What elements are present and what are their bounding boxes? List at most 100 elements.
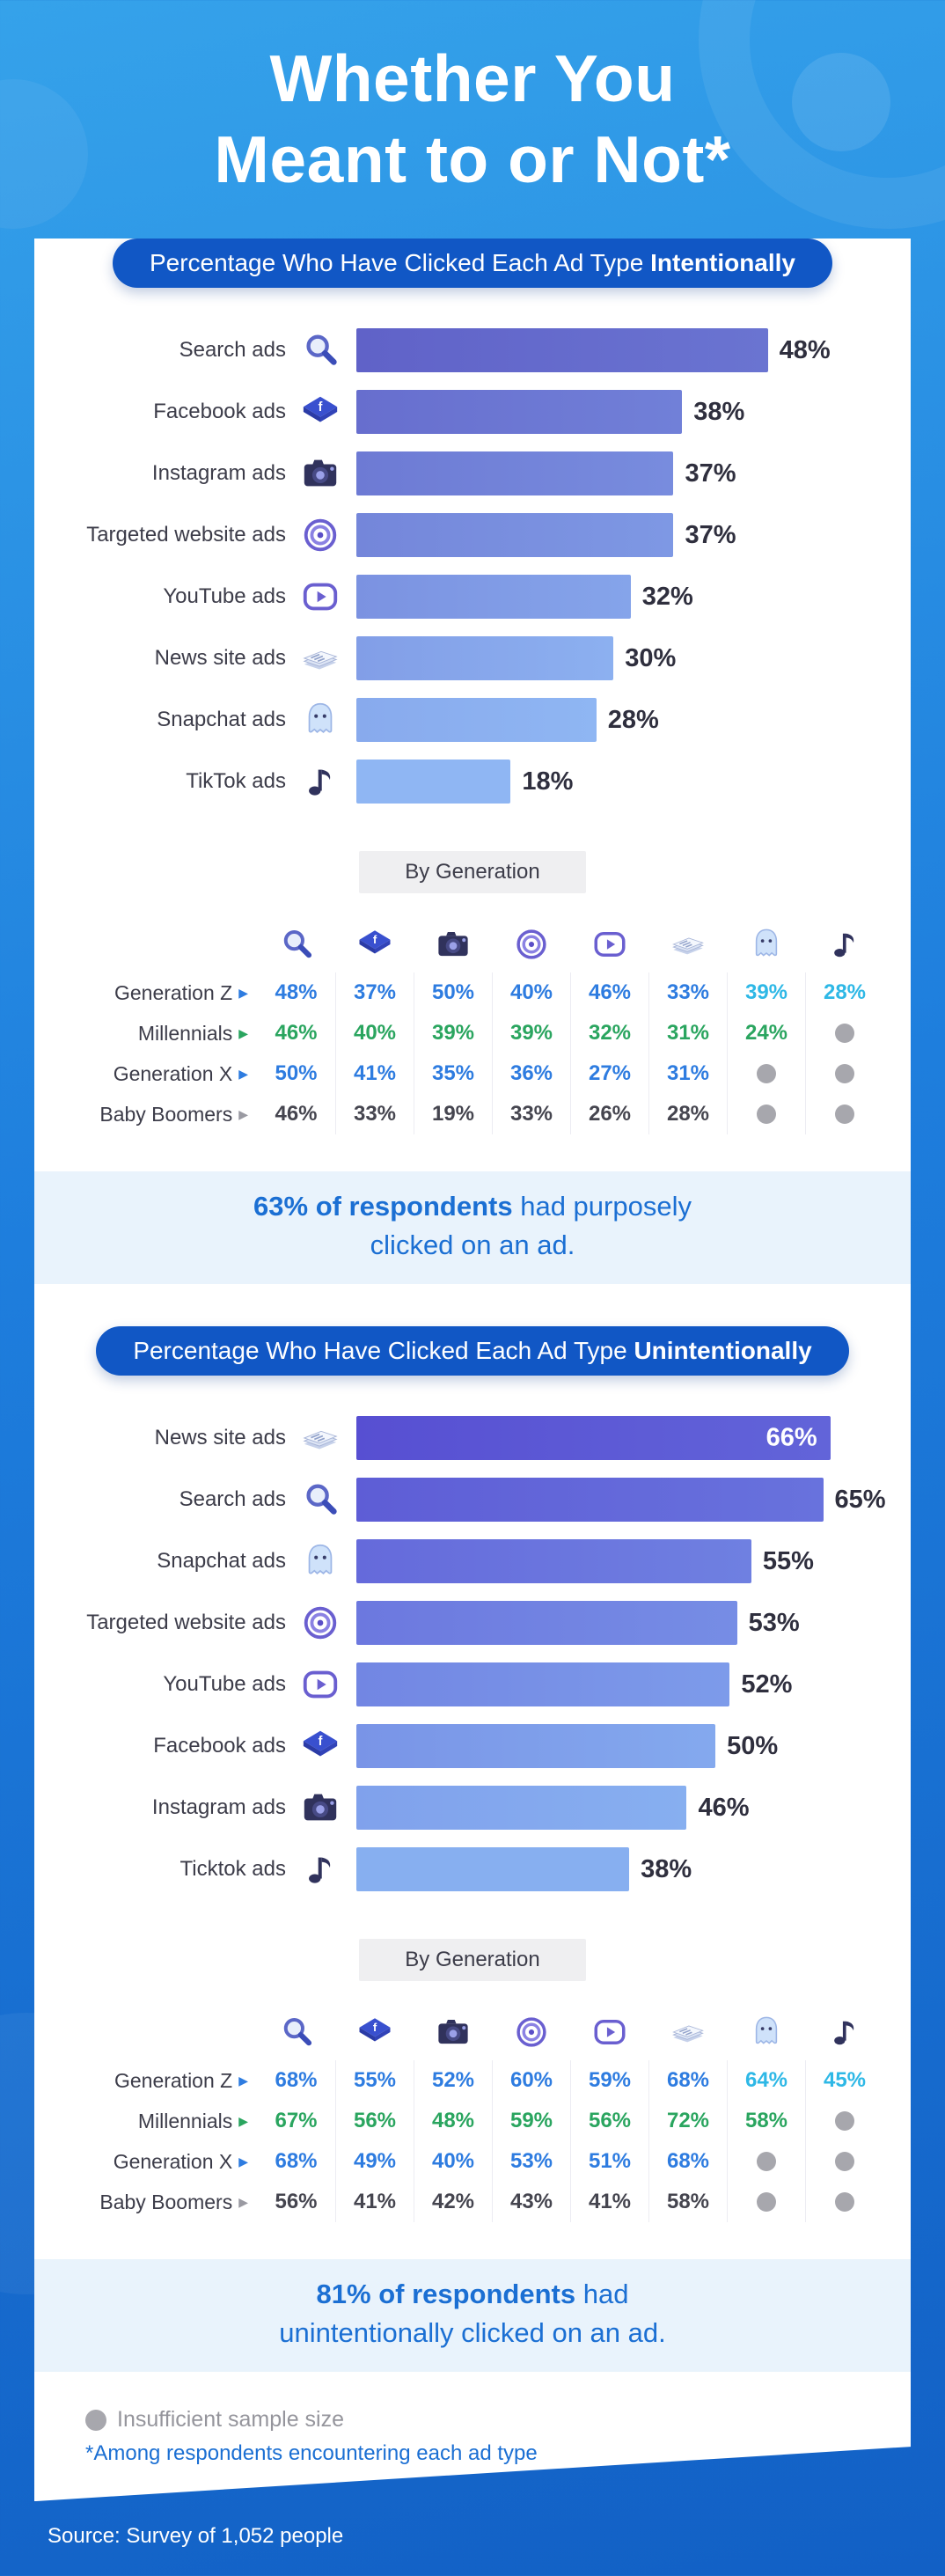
insufficient-legend: Insufficient sample size bbox=[85, 2407, 911, 2433]
badge-bold: Intentionally bbox=[650, 249, 796, 276]
bar-label: Instagram ads bbox=[151, 1795, 286, 1820]
arrow-icon: ▶ bbox=[238, 1067, 248, 1081]
insufficient-dot-icon bbox=[757, 2152, 776, 2171]
generation-value: 68% bbox=[648, 2060, 727, 2101]
generation-value: 31% bbox=[648, 1013, 727, 1053]
generation-value: 26% bbox=[570, 1094, 648, 1134]
generation-value: 53% bbox=[492, 2141, 570, 2182]
bar-track: 55% bbox=[356, 1539, 888, 1583]
news-icon bbox=[648, 916, 727, 972]
search-icon bbox=[297, 330, 344, 371]
badge-bold: Unintentionally bbox=[634, 1337, 812, 1365]
bar-value: 30% bbox=[625, 643, 677, 672]
unintentional-chart-section: Percentage Who Have Clicked Each Ad Type… bbox=[34, 1326, 911, 2222]
generation-label: Generation Z ▶ bbox=[114, 2068, 248, 2092]
bar-track: 50% bbox=[356, 1724, 888, 1768]
generation-value: 39% bbox=[492, 1013, 570, 1053]
callout-unintentional: 81% of respondents had unintentionally c… bbox=[34, 2259, 911, 2372]
generation-value: 59% bbox=[570, 2060, 648, 2101]
bar-fill bbox=[356, 760, 510, 804]
generation-value: 24% bbox=[727, 1013, 805, 1053]
generation-value: 49% bbox=[335, 2141, 414, 2182]
insufficient-cell bbox=[727, 1094, 805, 1134]
bar-fill bbox=[356, 698, 597, 742]
arrow-icon: ▶ bbox=[238, 2154, 248, 2169]
bar-track: 38% bbox=[356, 1847, 888, 1891]
bar-chart: Search ads 48% Facebook ads f 38% Instagram a… bbox=[34, 319, 911, 812]
page-title-line1: Whether You bbox=[269, 41, 676, 115]
generation-value: 48% bbox=[275, 980, 318, 1004]
bar-fill bbox=[356, 513, 673, 557]
bar-label: Ticktok ads bbox=[179, 1857, 286, 1882]
facebook-icon: f bbox=[335, 2004, 414, 2060]
generation-value: 46% bbox=[570, 972, 648, 1013]
insufficient-cell bbox=[805, 2141, 883, 2182]
music-note-icon bbox=[805, 2004, 883, 2060]
generation-value: 27% bbox=[570, 1053, 648, 1094]
bar-label: YouTube ads bbox=[163, 584, 286, 608]
bar-label: Search ads bbox=[179, 338, 286, 362]
arrow-icon: ▶ bbox=[238, 1026, 248, 1040]
insufficient-dot-icon bbox=[835, 2192, 854, 2212]
insufficient-dot-icon bbox=[835, 1105, 854, 1124]
bar-track: 38% bbox=[356, 390, 888, 434]
bar-label: News site ads bbox=[154, 646, 286, 670]
svg-text:f: f bbox=[372, 933, 377, 946]
generation-value: 41% bbox=[335, 2182, 414, 2222]
insufficient-cell bbox=[805, 1053, 883, 1094]
generation-value: 43% bbox=[492, 2182, 570, 2222]
badge-prefix: Percentage Who Have Clicked Each Ad Type bbox=[149, 249, 651, 276]
arrow-icon: ▶ bbox=[238, 2195, 248, 2210]
generation-label: Generation Z ▶ bbox=[114, 980, 248, 1004]
bar-value: 48% bbox=[779, 335, 831, 364]
insufficient-cell bbox=[805, 2182, 883, 2222]
youtube-icon bbox=[297, 1664, 344, 1705]
generation-value: 58% bbox=[648, 2182, 727, 2222]
bar-value: 18% bbox=[522, 767, 574, 796]
by-generation-label: By Generation bbox=[359, 1939, 585, 1981]
by-generation-text: By Generation bbox=[405, 1948, 540, 1972]
bar-chart: News site ads 66% Search ads 65% Snapchat ad… bbox=[34, 1407, 911, 1900]
generation-value: 39% bbox=[414, 1013, 492, 1053]
callout-rest-text: had purposely bbox=[512, 1191, 692, 1222]
by-generation-label: By Generation bbox=[359, 851, 585, 893]
section-badge-unintentional: Percentage Who Have Clicked Each Ad Type… bbox=[96, 1326, 848, 1376]
bar-track: 37% bbox=[356, 451, 888, 495]
bar-label: Targeted website ads bbox=[86, 523, 286, 547]
generation-value: 37% bbox=[335, 972, 414, 1013]
generation-value: 28% bbox=[648, 1094, 727, 1134]
by-generation-text: By Generation bbox=[405, 860, 540, 884]
bar-track: 65% bbox=[356, 1478, 888, 1522]
facebook-icon: f bbox=[297, 392, 344, 432]
generation-value: 40% bbox=[492, 972, 570, 1013]
callout-rest-text: had bbox=[575, 2279, 629, 2310]
svg-text:f: f bbox=[319, 400, 323, 415]
camera-icon bbox=[414, 2004, 492, 2060]
generation-value: 40% bbox=[414, 2141, 492, 2182]
bar-label: Instagram ads bbox=[151, 461, 286, 485]
generation-value: 42% bbox=[414, 2182, 492, 2222]
bar-fill bbox=[356, 575, 631, 619]
bar-track: 66% bbox=[356, 1416, 888, 1460]
generation-label: Generation X ▶ bbox=[113, 2149, 248, 2173]
news-icon bbox=[297, 1418, 344, 1458]
intentional-chart-section: Percentage Who Have Clicked Each Ad Type… bbox=[34, 239, 911, 1134]
generation-value: 33% bbox=[648, 972, 727, 1013]
arrow-icon: ▶ bbox=[238, 1107, 248, 1121]
bar-fill bbox=[356, 1662, 729, 1706]
camera-icon bbox=[414, 916, 492, 972]
bar-value: 38% bbox=[693, 397, 745, 426]
insufficient-cell bbox=[805, 1094, 883, 1134]
generation-label: Millennials ▶ bbox=[137, 1021, 248, 1045]
bar-track: 18% bbox=[356, 760, 888, 804]
bar-value: 52% bbox=[741, 1670, 793, 1699]
content-card: Percentage Who Have Clicked Each Ad Type… bbox=[34, 239, 911, 2501]
generation-value: 50% bbox=[414, 972, 492, 1013]
generation-value: 40% bbox=[335, 1013, 414, 1053]
generation-value: 68% bbox=[275, 2068, 318, 2093]
generation-value: 19% bbox=[414, 1094, 492, 1134]
bar-fill bbox=[356, 1724, 715, 1768]
bar-value: 50% bbox=[727, 1731, 779, 1760]
arrow-icon: ▶ bbox=[238, 2073, 248, 2088]
generation-value: 28% bbox=[805, 972, 883, 1013]
